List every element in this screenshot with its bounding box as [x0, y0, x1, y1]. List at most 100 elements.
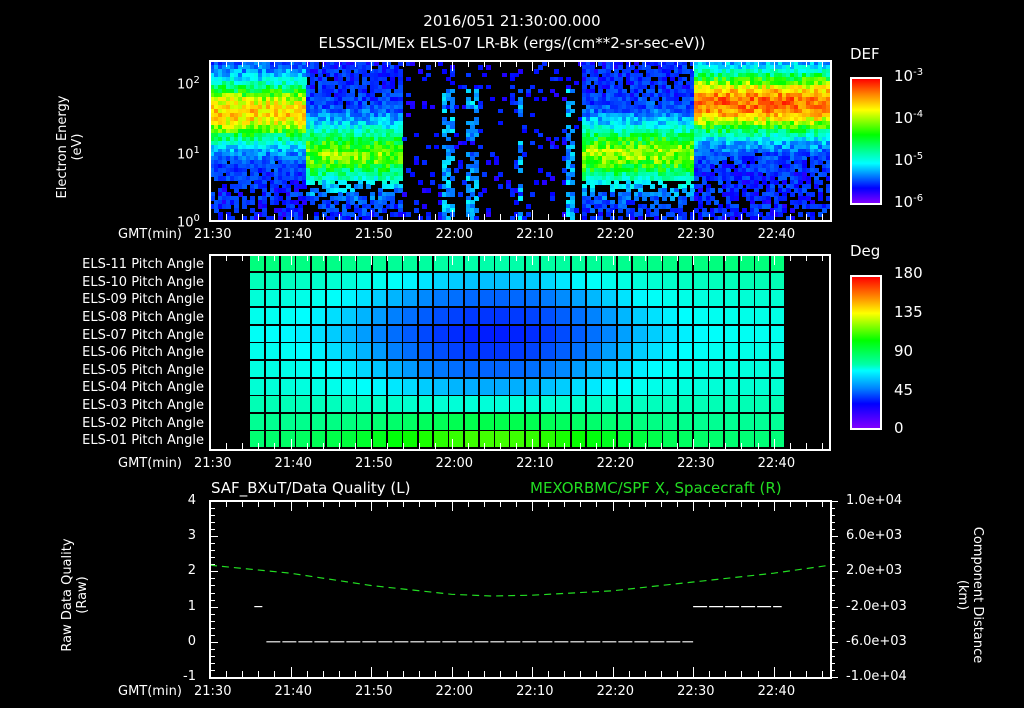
- tick-mark: [677, 255, 678, 261]
- tick-mark: [789, 671, 791, 677]
- pitch-angle-cell: [602, 325, 616, 342]
- pitch-angle-cell: [694, 255, 708, 272]
- pitch-angle-cell: [541, 307, 555, 324]
- distance-tick-label: 1.0e+04: [846, 494, 902, 508]
- pitch-angle-cell: [755, 378, 769, 395]
- pitch-angle-cell: [510, 307, 525, 324]
- pitch-angle-cell: [372, 325, 387, 342]
- tick-mark: [757, 255, 759, 261]
- time-tick-label: 21:40: [275, 228, 312, 242]
- tick-mark: [612, 255, 614, 265]
- pitch-angle-cell: [739, 413, 754, 430]
- pitch-angle-cell: [739, 343, 754, 360]
- pitch-angle-cell: [739, 378, 754, 395]
- pitch-angle-cell: [739, 396, 754, 413]
- pitch-angle-cell: [739, 255, 754, 272]
- tick-mark: [821, 501, 823, 507]
- pitch-angle-cell: [388, 255, 402, 272]
- tick-mark: [403, 501, 405, 507]
- pitch-angle-cell: [694, 396, 708, 413]
- tick-mark: [830, 515, 835, 517]
- pitch-angle-cell: [357, 272, 372, 289]
- pitch-angle-cell: [326, 272, 341, 289]
- pitch-angle-cell: [280, 325, 295, 342]
- tick-mark: [242, 501, 244, 507]
- deg-tick-0: 0: [894, 421, 904, 436]
- pitch-angle-cell: [326, 307, 341, 324]
- pitch-angle-cell: [724, 272, 739, 289]
- tick-mark: [435, 501, 437, 507]
- tick-mark: [371, 667, 373, 677]
- pitch-angle-cell: [311, 290, 326, 307]
- pitch-angle-cell: [694, 272, 708, 289]
- tick-mark: [226, 61, 228, 67]
- tick-mark: [677, 61, 678, 67]
- pitch-angle-cell: [372, 396, 387, 413]
- tick-mark: [644, 61, 646, 67]
- pitch-angle-cell: [755, 325, 769, 342]
- pitch-angle-cell: [510, 325, 525, 342]
- tick-mark: [483, 443, 485, 449]
- pitch-angle-cell: [510, 378, 525, 395]
- pitch-angle-cell: [724, 431, 739, 448]
- pitch-angle-cell: [357, 307, 372, 324]
- pitch-angle-cell: [311, 396, 326, 413]
- tick-mark: [548, 443, 550, 449]
- tick-mark: [660, 214, 662, 220]
- pitch-angle-cell: [617, 413, 632, 430]
- pitch-angle-cell: [296, 343, 310, 360]
- tick-mark: [741, 501, 743, 507]
- pitch-angle-cell: [678, 272, 693, 289]
- distance-tick-label: -6.0e+03: [846, 634, 907, 649]
- pitch-angle-cell: [602, 290, 616, 307]
- pitch-angle-cell: [449, 290, 463, 307]
- pitch-angle-cell: [418, 325, 433, 342]
- pitch-angle-cell: [280, 360, 295, 377]
- tick-mark: [548, 61, 550, 67]
- pitch-angle-cell: [617, 431, 632, 448]
- quality-tick-label: 1: [170, 599, 196, 614]
- pitch-angle-cell: [388, 272, 402, 289]
- pitch-angle-cell: [541, 378, 555, 395]
- tick-mark: [371, 210, 373, 220]
- pitch-angle-cell: [433, 396, 448, 413]
- tick-mark: [210, 515, 215, 517]
- pitch-angle-cell: [617, 307, 632, 324]
- tick-mark: [354, 443, 356, 449]
- pitch-angle-cell: [495, 307, 509, 324]
- tick-mark: [596, 255, 598, 261]
- pitch-angle-cell: [571, 360, 586, 377]
- pitch-angle-cell: [326, 343, 341, 360]
- pitch-angle-cell: [571, 413, 586, 430]
- pitch-angle-row-label: ELS-05 Pitch Angle: [60, 363, 204, 378]
- pitch-angle-cell: [648, 255, 662, 272]
- pitch-angle-cell: [479, 378, 494, 395]
- time-axis-label-1: GMT(min): [118, 228, 182, 242]
- tick-mark: [338, 671, 340, 677]
- tick-mark: [564, 671, 566, 677]
- pitch-angle-cell: [632, 272, 647, 289]
- tick-mark: [725, 443, 727, 449]
- time-tick-label: 22:40: [758, 457, 795, 471]
- pitch-angle-cell: [556, 307, 571, 324]
- pitch-angle-cell: [525, 343, 540, 360]
- tick-mark: [419, 443, 421, 449]
- tick-mark: [515, 443, 517, 449]
- pitch-angle-cell: [510, 413, 525, 430]
- tick-mark: [830, 677, 835, 678]
- tick-mark: [274, 671, 276, 677]
- pitch-angle-cell: [602, 360, 616, 377]
- tick-mark: [242, 61, 244, 67]
- tick-mark: [830, 634, 835, 636]
- pitch-angle-cell: [602, 255, 616, 272]
- pitch-angle-cell: [342, 255, 356, 272]
- tick-mark: [419, 501, 421, 507]
- tick-mark: [419, 255, 421, 261]
- pitch-angle-cell: [326, 378, 341, 395]
- time-tick-label: 22:00: [436, 685, 473, 699]
- tick-mark: [290, 439, 292, 449]
- pitch-angle-cell: [586, 378, 601, 395]
- pitch-angle-cell: [678, 431, 693, 448]
- tick-mark: [515, 61, 517, 67]
- tick-mark: [210, 543, 215, 545]
